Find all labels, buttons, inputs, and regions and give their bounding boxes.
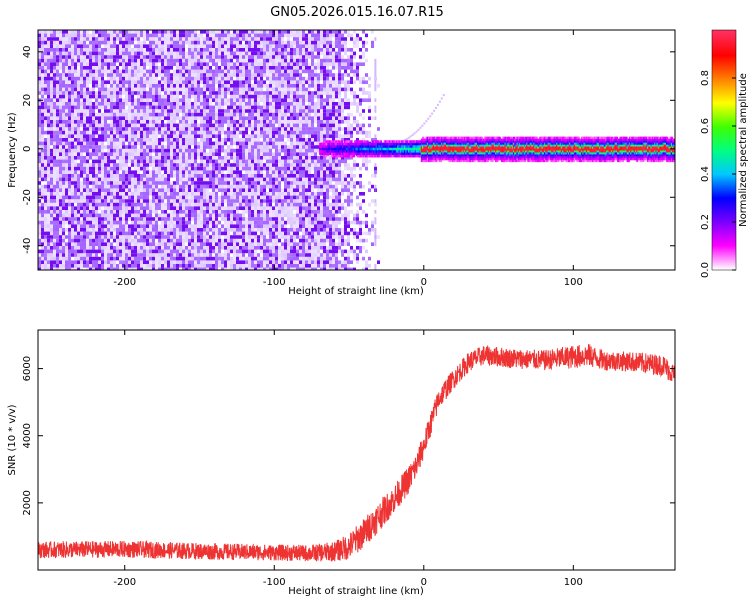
spectrogram-xtick-label: -200 [113, 277, 136, 288]
snr-ytick-label: 4000 [22, 423, 33, 448]
colorbar-tick-label: 0.6 [700, 118, 711, 134]
snr-xlabel: Height of straight line (km) [288, 586, 424, 597]
colorbar-tick-label: 0.8 [700, 70, 711, 86]
colorbar-tick-label: 0.4 [700, 166, 711, 182]
snr-ylabel: SNR (10 * v/v) [7, 404, 18, 475]
spectrogram-xtick-label: -100 [263, 277, 286, 288]
colorbar-tick-label: 0.0 [700, 262, 711, 278]
colorbar-label: Normalized spectral amplitude [738, 73, 749, 227]
spectrogram-ylabel: Frequency (Hz) [7, 112, 18, 188]
colorbar-frame [711, 29, 737, 271]
spectrogram-xlabel: Height of straight line (km) [288, 286, 424, 297]
colorbar: 0.0 0.2 0.4 0.6 0.8 Normalized spectral ampl… [700, 29, 749, 278]
spectrogram-ytick-label: 0 [22, 146, 33, 152]
colorbar-ticks: 0.0 0.2 0.4 0.6 0.8 [700, 70, 736, 278]
figure-title: GN05.2026.015.16.07.R15 [270, 5, 444, 20]
spectrogram-xtick-label: 100 [564, 277, 583, 288]
snr-xtick-label: -100 [263, 577, 286, 588]
spectrogram-frame [37, 29, 676, 271]
spectrogram-xtick-label: 0 [421, 277, 427, 288]
spectrogram-ytick-label: -20 [22, 189, 33, 205]
snr-ticks: -200 -100 0 100 2000 4000 6000 [22, 330, 675, 588]
spectrogram-ytick-label: 40 [22, 45, 33, 58]
spectrogram-ytick-label: 20 [22, 94, 33, 107]
spectrogram-ytick-label: -40 [22, 238, 33, 254]
snr-ytick-label: 2000 [22, 490, 33, 515]
snr-ytick-label: 6000 [22, 356, 33, 381]
snr-series-line [38, 344, 675, 562]
snr-panel: -200 -100 0 100 2000 4000 6000 Height of strai… [7, 329, 676, 597]
snr-xtick-label: 0 [421, 577, 427, 588]
snr-frame [37, 329, 676, 571]
snr-plot-area [38, 344, 675, 562]
spectrogram-image [38, 30, 675, 270]
snr-xtick-label: 100 [564, 577, 583, 588]
snr-xtick-label: -200 [113, 577, 136, 588]
colorbar-tick-label: 0.2 [700, 214, 711, 230]
colorbar-strip [711, 29, 737, 271]
